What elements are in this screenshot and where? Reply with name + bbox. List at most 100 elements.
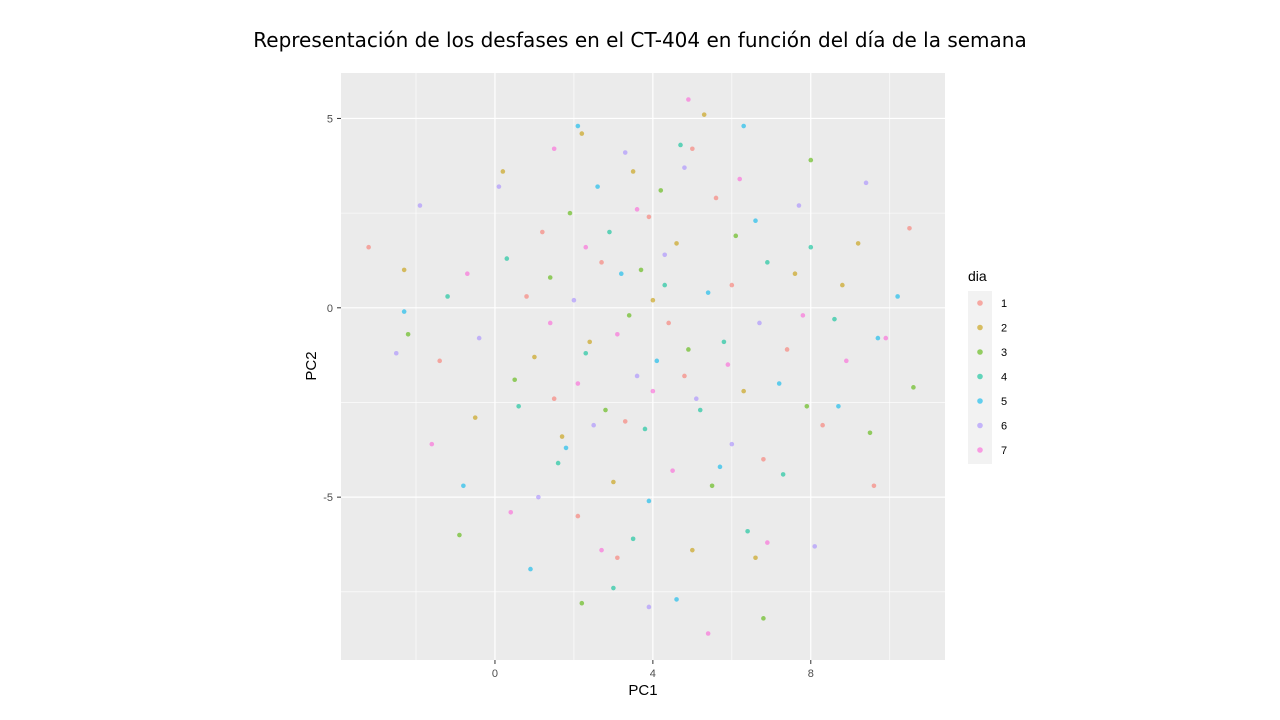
scatter-point (792, 271, 798, 277)
scatter-point (607, 229, 612, 235)
scatter-point (729, 282, 735, 288)
scatter-point (693, 396, 699, 401)
legend-label: 7 (1001, 445, 1007, 457)
scatter-point (551, 146, 557, 152)
scatter-point (500, 169, 506, 174)
legend-key (977, 349, 983, 355)
scatter-point (528, 566, 533, 572)
scatter-point (674, 241, 679, 246)
scatter-point (709, 483, 715, 489)
scatter-point (650, 388, 656, 394)
chart-title: Representación de los desfases en el CT-… (253, 28, 1027, 52)
scatter-point (855, 241, 861, 246)
scatter-point (780, 472, 786, 477)
plot-panel (341, 73, 945, 660)
scatter-point (547, 320, 553, 326)
scatter-point (761, 616, 766, 621)
scatter-point (417, 203, 423, 208)
legend-label: 4 (1001, 372, 1007, 384)
scatter-point (579, 600, 585, 606)
scatter-point (867, 430, 873, 436)
scatter-point (555, 460, 561, 466)
scatter-point (911, 385, 916, 390)
scatter-point (741, 123, 746, 129)
scatter-point (662, 282, 668, 288)
scatter-point (646, 498, 652, 504)
legend-key (977, 422, 983, 429)
scatter-point (437, 358, 442, 364)
scatter-point (682, 165, 687, 170)
legend-label: 5 (1001, 396, 1007, 408)
scatter-point (524, 294, 529, 299)
scatter-point (836, 403, 841, 409)
scatter-point (559, 434, 565, 439)
scatter-point (622, 150, 628, 155)
legend-label: 3 (1001, 347, 1007, 359)
y-axis-title: PC2 (303, 351, 320, 380)
scatter-point (366, 244, 371, 250)
scatter-point (472, 415, 478, 420)
scatter-point (662, 252, 668, 258)
scatter-point (686, 347, 691, 352)
scatter-point (615, 332, 620, 337)
legend-key (977, 300, 983, 306)
scatter-point (563, 445, 569, 451)
scatter-point (445, 294, 450, 299)
x-tick-label: 4 (650, 668, 656, 680)
scatter-point (682, 373, 687, 379)
legend-key (977, 373, 983, 380)
scatter-point (907, 225, 912, 231)
scatter-point (405, 332, 411, 337)
scatter-point (611, 479, 616, 485)
x-axis-title: PC1 (628, 682, 657, 699)
scatter-point (765, 540, 770, 545)
scatter-point (465, 271, 470, 277)
legend-title: dia (968, 268, 987, 284)
scatter-point (650, 297, 656, 303)
scatter-point (674, 597, 679, 602)
scatter-point (603, 407, 608, 413)
scatter-point (832, 316, 837, 322)
x-tick-label: 0 (492, 668, 498, 680)
scatter-point (761, 456, 766, 462)
scatter-point (642, 426, 648, 432)
scatter-point (540, 229, 545, 235)
scatter-point (583, 244, 589, 250)
scatter-point (686, 97, 691, 102)
scatter-point (729, 441, 735, 447)
scatter-point (812, 544, 818, 549)
points-layer (366, 97, 916, 636)
scatter-point (690, 146, 695, 152)
x-tick-label: 8 (808, 668, 814, 680)
scatter-point (599, 547, 604, 553)
scatter-point (504, 256, 510, 261)
y-tick-label: 5 (327, 113, 333, 125)
scatter-point (737, 176, 743, 182)
grid-layer (341, 73, 945, 660)
scatter-point (595, 184, 600, 189)
scatter-point (875, 335, 881, 341)
scatter-point (575, 513, 581, 519)
legend-label: 6 (1001, 421, 1007, 433)
scatter-point (796, 203, 802, 208)
scatter-point (784, 347, 790, 352)
scatter-point (725, 362, 731, 367)
scatter-point (883, 335, 889, 341)
scatter-point (690, 547, 695, 553)
y-tick-label: -5 (323, 492, 333, 504)
scatter-point (804, 403, 810, 409)
scatter-point (757, 320, 762, 326)
scatter-point (551, 396, 557, 401)
scatter-point (634, 207, 640, 212)
scatter-point (844, 358, 849, 364)
scatter-point (678, 142, 683, 148)
scatter-point (457, 532, 462, 538)
scatter-point (658, 188, 664, 193)
scatter-point (895, 294, 900, 299)
scatter-point (765, 260, 770, 265)
scatter-point (670, 468, 675, 473)
scatter-point (567, 210, 573, 216)
scatter-point (753, 555, 758, 561)
scatter-point (611, 585, 616, 591)
